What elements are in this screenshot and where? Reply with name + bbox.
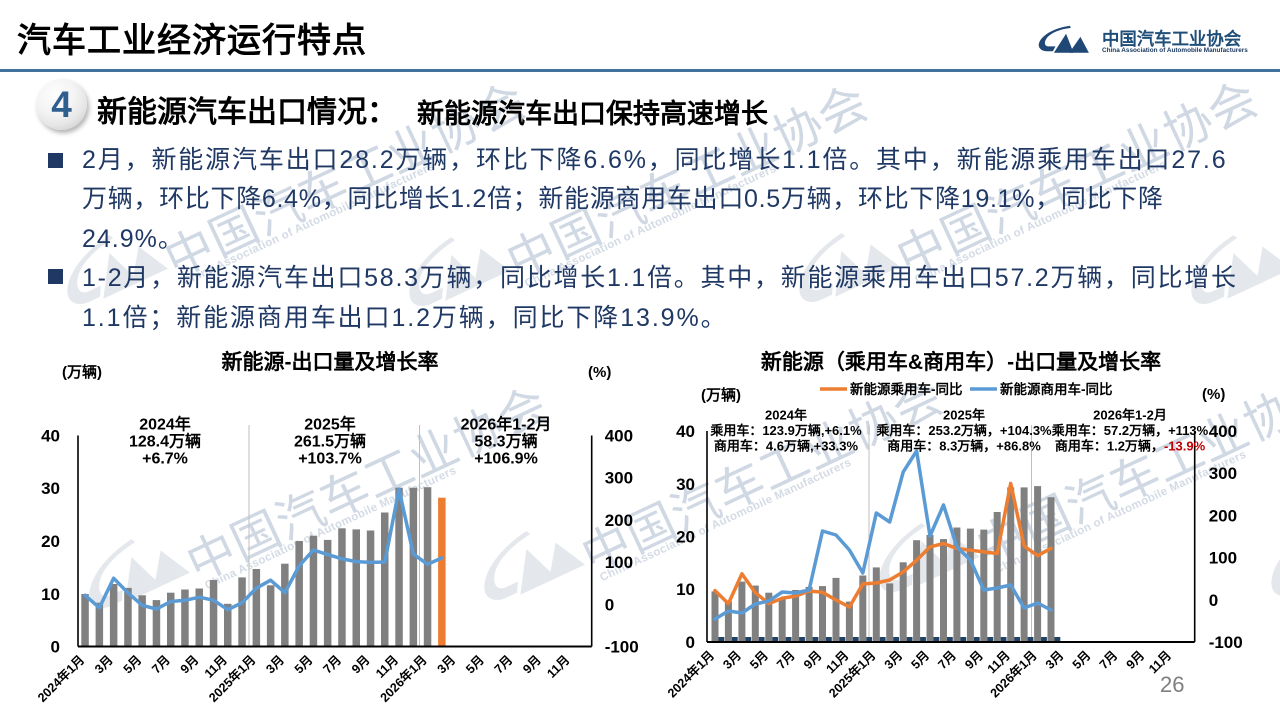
svg-text:100: 100 [1209, 549, 1237, 568]
svg-text:7月: 7月 [774, 648, 798, 672]
svg-text:新能源商用车-同比: 新能源商用车-同比 [1000, 381, 1113, 397]
svg-text:0: 0 [686, 633, 695, 652]
svg-text:3月: 3月 [92, 653, 116, 677]
svg-text:30: 30 [676, 475, 695, 494]
svg-text:10: 10 [41, 585, 60, 604]
svg-text:100: 100 [605, 553, 633, 572]
svg-text:0: 0 [605, 595, 614, 614]
svg-text:0: 0 [51, 638, 60, 657]
svg-text:7月: 7月 [492, 653, 516, 677]
svg-text:3月: 3月 [882, 648, 906, 672]
svg-text:2025年: 2025年 [943, 408, 985, 423]
svg-text:300: 300 [605, 469, 633, 488]
svg-text:128.4万辆: 128.4万辆 [129, 432, 201, 451]
svg-text:7月: 7月 [1097, 648, 1121, 672]
svg-text:9月: 9月 [962, 648, 986, 672]
svg-text:9月: 9月 [520, 653, 544, 677]
svg-text:300: 300 [1209, 464, 1237, 483]
svg-text:10: 10 [676, 580, 695, 599]
svg-text:(%): (%) [588, 364, 611, 381]
svg-text:2024年: 2024年 [139, 415, 191, 434]
svg-text:9月: 9月 [349, 653, 373, 677]
svg-text:新能源-出口量及增长率: 新能源-出口量及增长率 [222, 350, 439, 374]
svg-text:2024年1月: 2024年1月 [664, 648, 717, 701]
svg-text:9月: 9月 [801, 648, 825, 672]
svg-text:5月: 5月 [908, 648, 932, 672]
svg-text:7月: 7月 [320, 653, 344, 677]
svg-text:5月: 5月 [747, 648, 771, 672]
svg-text:乘用车：253.2万辆，+104.3%: 乘用车：253.2万辆，+104.3% [875, 423, 1052, 438]
svg-text:200: 200 [1209, 506, 1237, 525]
svg-text:200: 200 [605, 511, 633, 530]
svg-text:3月: 3月 [720, 648, 744, 672]
svg-text:乘用车：57.2万辆，+113%: 乘用车：57.2万辆，+113% [1051, 423, 1209, 438]
svg-text:2025年: 2025年 [304, 415, 356, 434]
svg-text:40: 40 [676, 422, 695, 441]
svg-text:5月: 5月 [292, 653, 316, 677]
svg-text:+103.7%: +103.7% [298, 451, 362, 468]
svg-text:9月: 9月 [1124, 648, 1148, 672]
svg-text:58.3万辆: 58.3万辆 [474, 432, 537, 451]
svg-text:7月: 7月 [149, 653, 173, 677]
svg-text:3月: 3月 [435, 653, 459, 677]
svg-text:400: 400 [1209, 422, 1237, 441]
svg-text:新能源乘用车-同比: 新能源乘用车-同比 [850, 381, 963, 397]
svg-text:5月: 5月 [463, 653, 487, 677]
svg-text:(万辆): (万辆) [701, 386, 741, 404]
svg-text:30: 30 [41, 479, 60, 498]
svg-text:5月: 5月 [121, 653, 145, 677]
svg-text:2026年1-2月: 2026年1-2月 [461, 415, 552, 434]
svg-text:-100: -100 [1209, 633, 1243, 652]
svg-text:(%): (%) [1202, 386, 1225, 403]
svg-text:+106.9%: +106.9% [474, 451, 538, 468]
svg-text:5月: 5月 [1070, 648, 1094, 672]
svg-text:+6.7%: +6.7% [142, 451, 188, 468]
svg-text:3月: 3月 [1043, 648, 1067, 672]
svg-text:7月: 7月 [935, 648, 959, 672]
svg-text:400: 400 [605, 427, 633, 446]
svg-text:2026年1-2月: 2026年1-2月 [1093, 408, 1167, 423]
svg-text:商用车：4.6万辆,+33.3%: 商用车：4.6万辆,+33.3% [714, 439, 859, 454]
svg-text:-100: -100 [605, 638, 639, 657]
svg-text:乘用车：123.9万辆,+6.1%: 乘用车：123.9万辆,+6.1% [709, 423, 862, 438]
svg-text:3月: 3月 [263, 653, 287, 677]
svg-text:40: 40 [41, 427, 60, 446]
svg-text:新能源（乘用车&商用车）-出口量及增长率: 新能源（乘用车&商用车）-出口量及增长率 [761, 350, 1161, 374]
svg-text:商用车：8.3万辆，+86.8%: 商用车：8.3万辆，+86.8% [887, 439, 1041, 454]
svg-text:20: 20 [676, 528, 695, 547]
svg-text:261.5万辆: 261.5万辆 [294, 432, 366, 451]
svg-text:(万辆): (万辆) [62, 363, 102, 381]
svg-text:2024年: 2024年 [765, 408, 807, 423]
svg-text:0: 0 [1209, 591, 1218, 610]
svg-text:20: 20 [41, 532, 60, 551]
svg-text:9月: 9月 [178, 653, 202, 677]
svg-text:2024年1月: 2024年1月 [34, 652, 87, 705]
svg-text:商用车：1.2万辆，-13.9%: 商用车：1.2万辆，-13.9% [1055, 439, 1206, 454]
svg-text:11月: 11月 [544, 653, 572, 681]
